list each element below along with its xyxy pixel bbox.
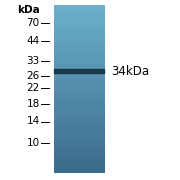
- Text: 18: 18: [26, 98, 40, 109]
- Text: 14: 14: [26, 116, 40, 127]
- Text: 26: 26: [26, 71, 40, 81]
- Text: 44: 44: [26, 36, 40, 46]
- Text: 22: 22: [26, 83, 40, 93]
- Text: 34kDa: 34kDa: [112, 65, 150, 78]
- Text: 33: 33: [26, 56, 40, 66]
- Bar: [54, 69, 104, 73]
- Text: 70: 70: [26, 17, 40, 28]
- Text: kDa: kDa: [17, 5, 40, 15]
- Text: 10: 10: [26, 138, 40, 148]
